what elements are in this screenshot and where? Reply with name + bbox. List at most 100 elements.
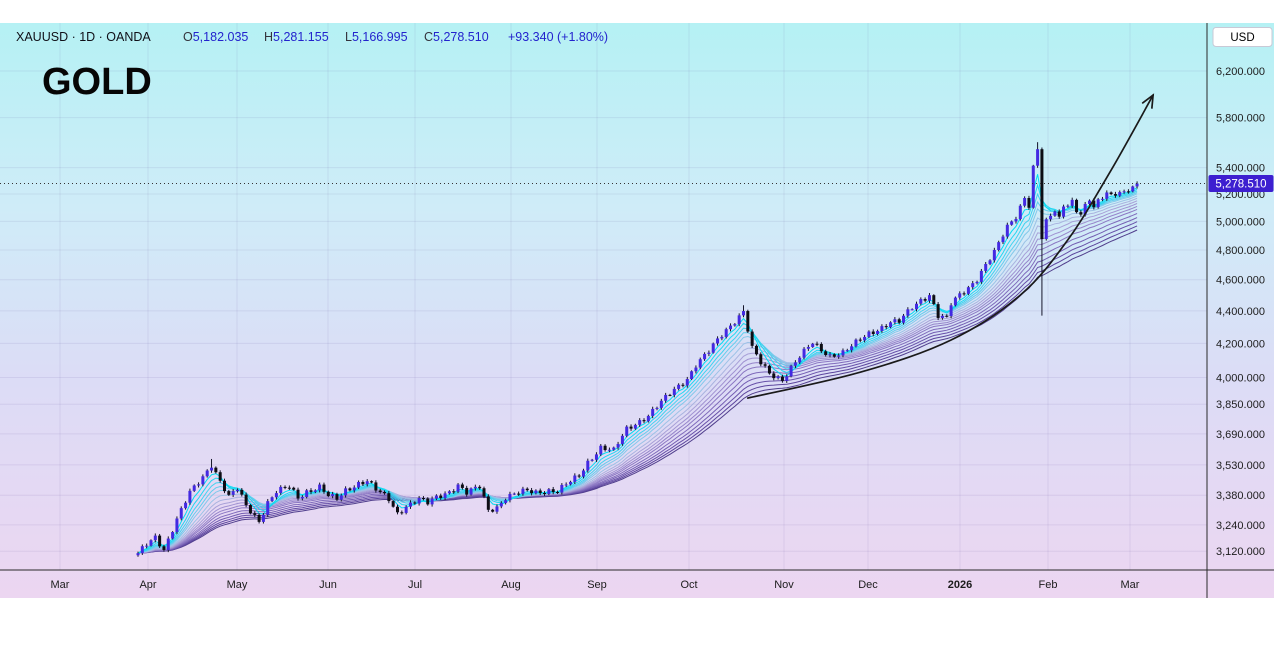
candle-body: [1105, 192, 1109, 199]
time-tick-label: May: [227, 579, 248, 591]
candle-body: [672, 388, 676, 396]
candle-body: [780, 376, 784, 381]
candle-body: [763, 364, 767, 366]
candle-body: [569, 481, 572, 485]
candle-body: [192, 485, 196, 491]
high-value: 5,281.155: [273, 30, 329, 44]
candle-body: [798, 357, 802, 363]
candle-body: [296, 489, 300, 499]
candle-body: [404, 506, 408, 513]
candle-body: [772, 373, 776, 379]
ma-line: [137, 217, 1138, 554]
candle-body: [383, 491, 387, 494]
candle-body: [1062, 206, 1066, 217]
time-axis[interactable]: Mar Apr May Jun Jul Aug Sep Oct Nov Dec 2026 Feb Mar: [51, 579, 1140, 591]
candle-body: [374, 482, 378, 491]
candle-body: [1049, 215, 1053, 220]
candle-body: [893, 319, 897, 323]
candle-body: [197, 484, 201, 486]
candle-body: [577, 475, 581, 477]
candle-body: [521, 488, 525, 494]
candle-body: [633, 424, 637, 429]
candle-body: [357, 481, 361, 488]
candle-body: [754, 345, 758, 355]
candle-body: [530, 490, 534, 494]
candle-body: [824, 351, 828, 355]
time-tick-label: 2026: [948, 579, 972, 591]
ma-line: [137, 197, 1138, 554]
candle-body: [218, 472, 222, 481]
candle-body: [871, 331, 875, 335]
time-tick-label: Dec: [858, 579, 878, 591]
price-tick-label: 3,850.000: [1216, 399, 1265, 411]
candle-body: [443, 493, 447, 499]
close-value: 5,278.510: [433, 30, 489, 44]
candle-body: [331, 494, 335, 497]
candle-body: [266, 501, 270, 515]
currency-button[interactable]: USD: [1212, 27, 1273, 47]
trend-arrow-head: [1141, 93, 1155, 109]
candle-body: [1027, 198, 1031, 208]
high-label: H: [264, 30, 273, 44]
candle-body: [1075, 199, 1079, 213]
candle-body: [616, 443, 620, 448]
candle-body: [1122, 191, 1126, 193]
candle-body: [283, 486, 287, 488]
candle-body: [850, 346, 854, 351]
candle-body: [391, 501, 395, 507]
candle-body: [145, 545, 149, 547]
candle-body: [261, 514, 265, 522]
candle-body: [802, 348, 806, 358]
candle-body: [677, 384, 681, 389]
candle-body: [590, 459, 594, 461]
candle-body: [387, 493, 391, 502]
candle-body: [543, 493, 547, 495]
candle-body: [287, 487, 291, 489]
candle-body: [339, 495, 343, 500]
candle-body: [556, 491, 560, 493]
candle-body: [300, 496, 304, 499]
candle-body: [1070, 199, 1074, 206]
candle-body: [560, 484, 564, 493]
candle-body: [785, 376, 789, 381]
current-price-value: 5,278.510: [1215, 179, 1266, 191]
candle-body: [966, 287, 970, 294]
trend-arrow-drawing[interactable]: [746, 94, 1154, 399]
candle-body: [1031, 165, 1035, 208]
candle-body: [413, 502, 417, 504]
candlestick-series[interactable]: [136, 142, 1139, 557]
price-tick-label: 4,200.000: [1216, 338, 1265, 350]
candle-body: [253, 513, 257, 515]
candle-body: [361, 481, 365, 485]
candle-body: [707, 352, 711, 354]
candle-body: [659, 400, 663, 408]
candle-body: [1010, 221, 1014, 225]
candle-body: [806, 346, 810, 349]
candle-body: [1040, 149, 1044, 240]
candle-body: [408, 502, 412, 507]
candle-body: [318, 484, 322, 491]
candle-body: [854, 339, 858, 347]
candle-body: [603, 445, 607, 451]
candle-body: [205, 470, 209, 477]
price-tick-label: 5,400.000: [1216, 163, 1265, 175]
candle-body: [737, 315, 741, 325]
symbol-description[interactable]: XAUUSD · 1D · OANDA: [16, 30, 151, 44]
candle-body: [270, 497, 274, 502]
candle-body: [1005, 224, 1009, 237]
ma-ribbon: [137, 174, 1138, 554]
candle-body: [538, 490, 542, 494]
candle-body: [586, 460, 590, 471]
change-value: +93.340 (+1.80%): [508, 30, 608, 44]
current-price-label[interactable]: 5,278.510: [1208, 175, 1274, 193]
candle-body: [932, 295, 936, 305]
candle-body: [988, 260, 992, 265]
candle-body: [344, 488, 348, 496]
candle-body: [452, 491, 456, 493]
time-tick-label: Nov: [774, 579, 794, 591]
candle-body: [175, 518, 179, 533]
candle-body: [149, 540, 153, 546]
candle-body: [1092, 200, 1096, 208]
candle-body: [984, 264, 988, 271]
